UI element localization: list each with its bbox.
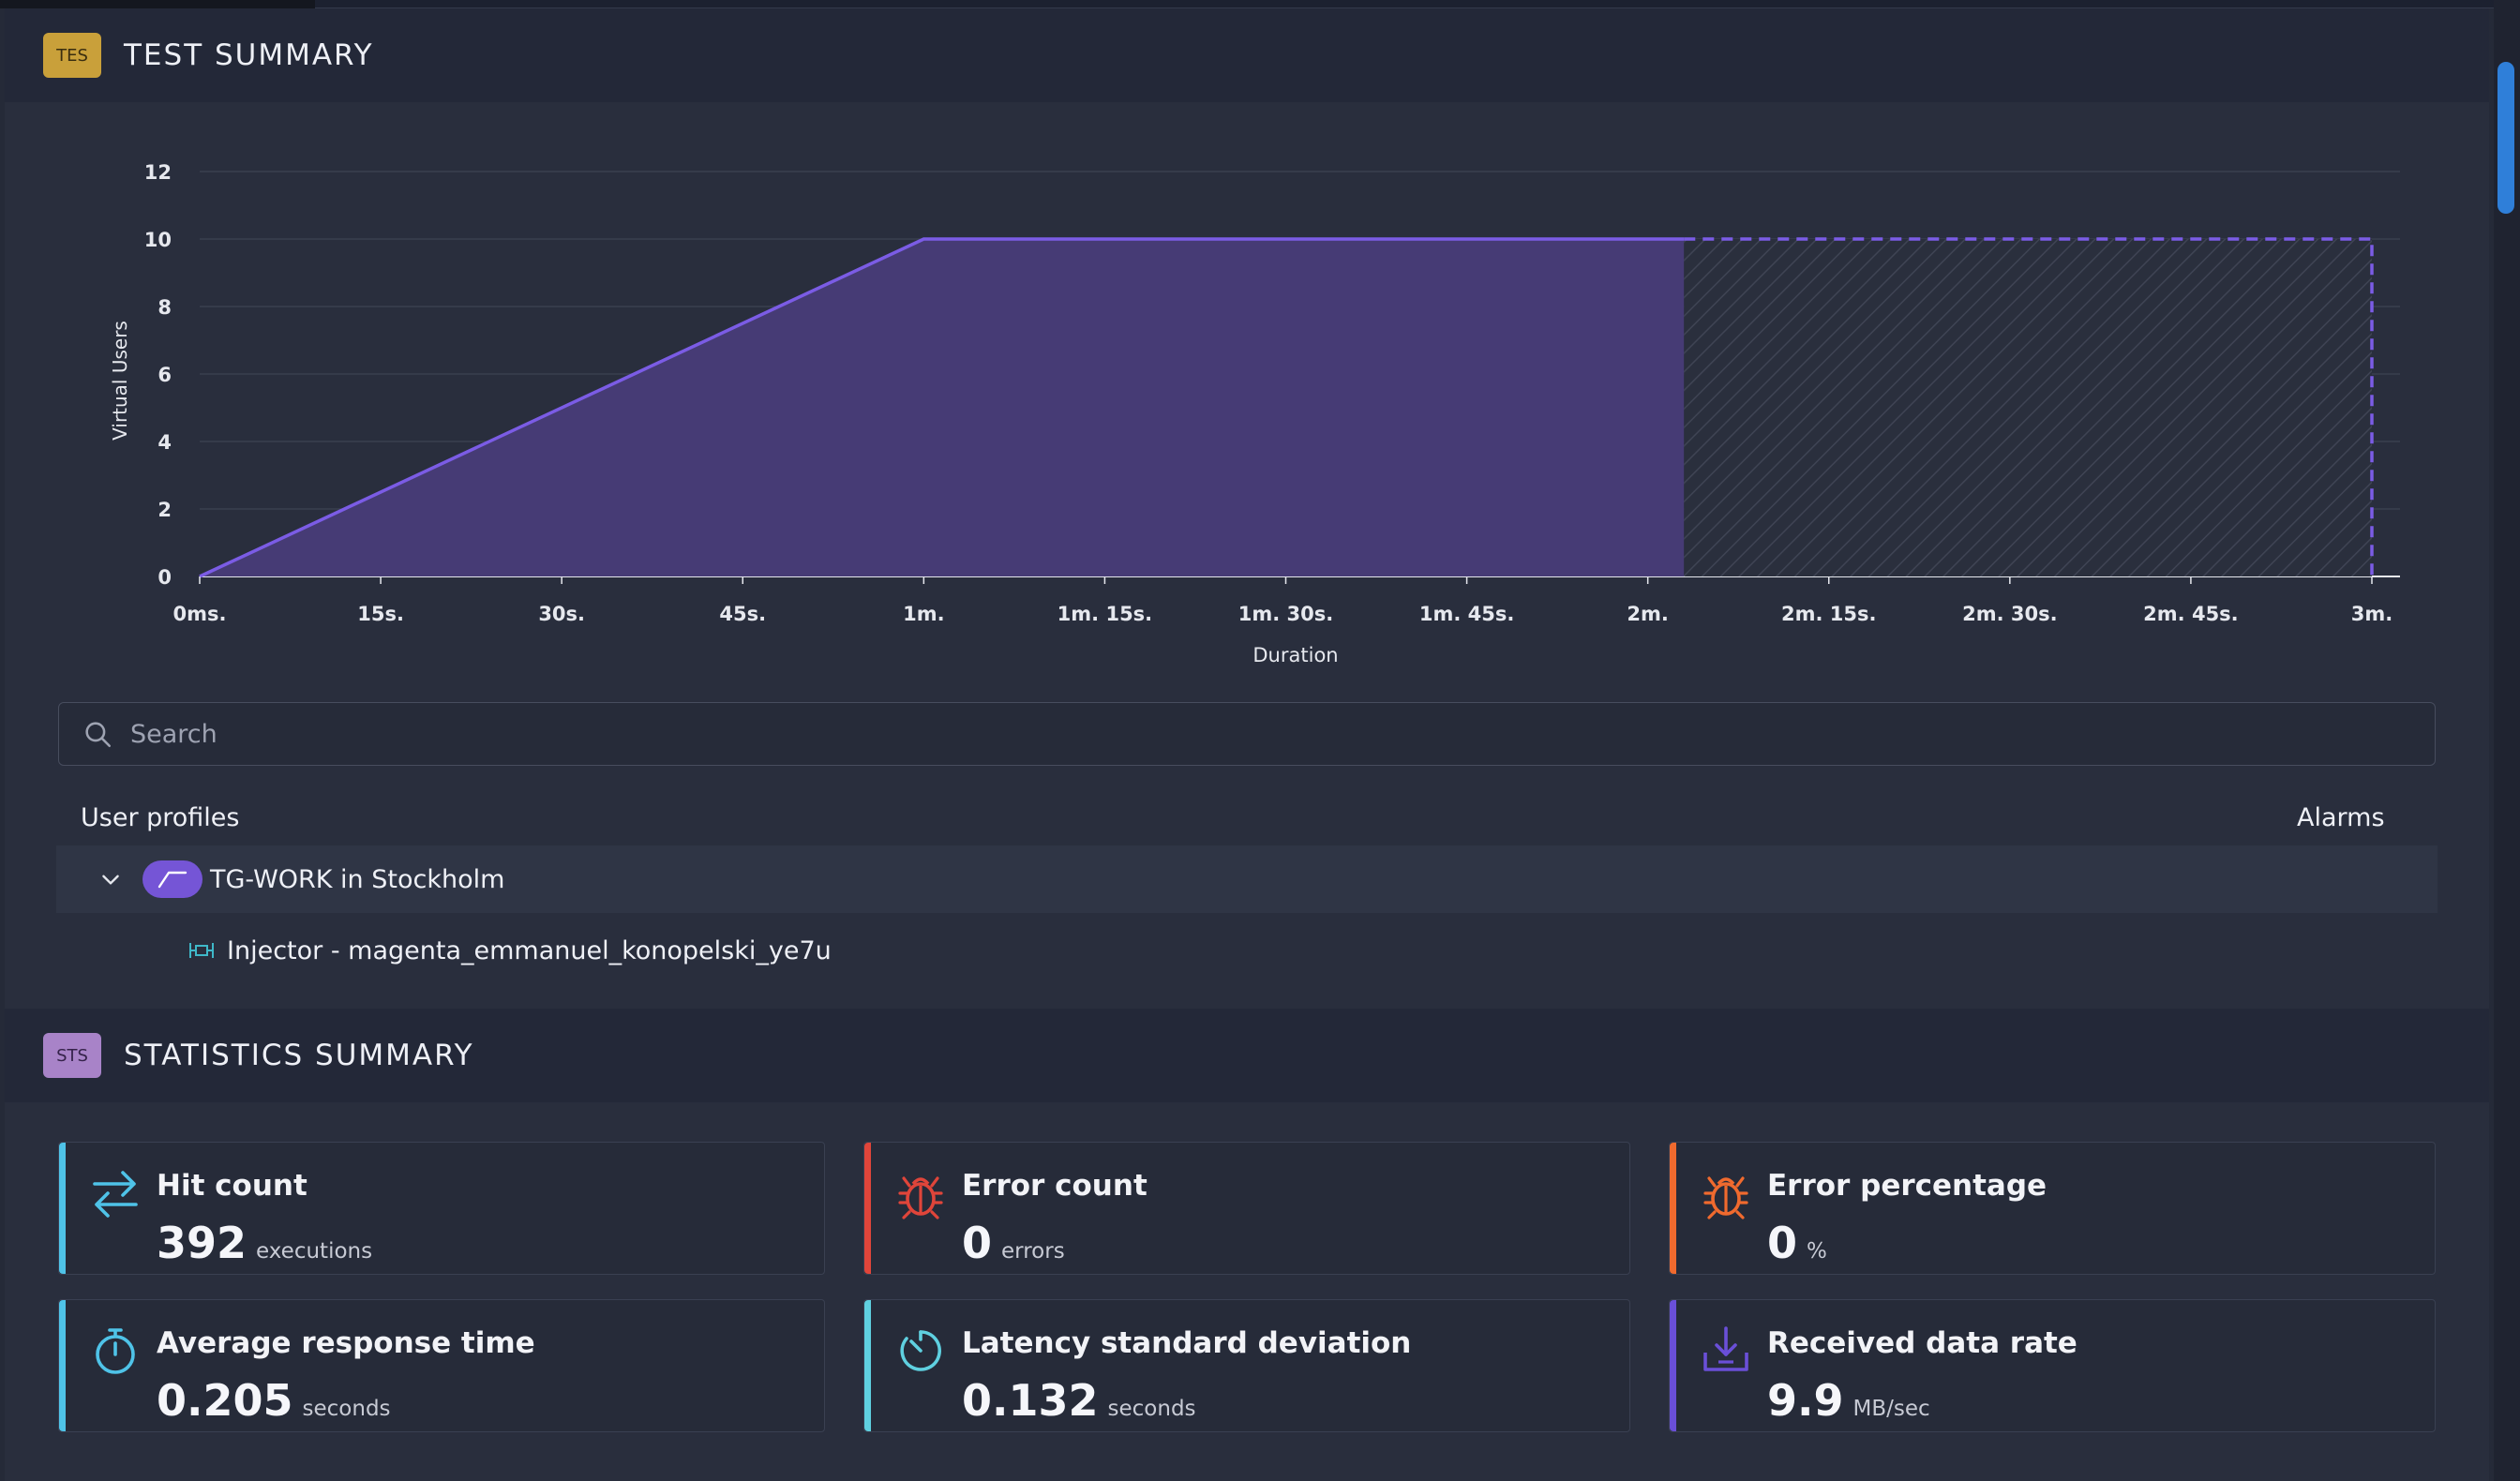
x-tick-label: 1m. 45s. <box>1419 603 1514 625</box>
search-input[interactable] <box>130 719 2380 749</box>
timer-icon <box>900 1330 941 1371</box>
card-number: 0 <box>1767 1218 1798 1268</box>
card-value: 0 errors <box>962 1218 1065 1268</box>
x-tick-label: 45s. <box>719 603 766 625</box>
virtual-users-line <box>199 237 1685 578</box>
stat-card-error-count: Error count 0 errors <box>863 1142 1630 1275</box>
y-tick-label: 10 <box>144 229 172 251</box>
scrollbar-track[interactable] <box>2494 0 2520 1481</box>
card-unit: seconds <box>302 1397 391 1421</box>
y-axis-label: Virtual Users <box>109 321 131 441</box>
card-number: 0.205 <box>157 1375 293 1426</box>
planned-line-dashed <box>1684 237 2374 576</box>
planned-area-hatched <box>1684 239 2372 576</box>
top-tab-strip <box>0 0 2494 8</box>
x-tick-label: 2m. 30s. <box>1962 603 2057 625</box>
stat-card-latency-standard-deviation: Latency standard deviation 0.132 seconds <box>863 1299 1630 1432</box>
statistics-summary-title: STATISTICS SUMMARY <box>124 1039 474 1072</box>
card-value: 0.205 seconds <box>157 1375 391 1426</box>
injector-name: Injector - magenta_emmanuel_konopelski_y… <box>227 935 832 965</box>
download-icon <box>1703 1326 1748 1371</box>
arrows-exchange-icon <box>93 1171 138 1218</box>
statistics-summary-badge: STS <box>43 1033 101 1078</box>
card-accent-bar <box>59 1300 66 1431</box>
test-summary-header: TES TEST SUMMARY <box>5 8 2489 102</box>
stat-card-hit-count: Hit count 392 executions <box>58 1142 825 1275</box>
bug-icon <box>1703 1176 1748 1219</box>
card-accent-bar <box>59 1143 66 1274</box>
x-tick-label: 3m. <box>2351 603 2392 625</box>
card-unit: % <box>1807 1239 1827 1264</box>
y-tick-label: 12 <box>144 161 172 184</box>
card-number: 0.132 <box>962 1375 1099 1426</box>
ramp-up-icon <box>158 871 188 889</box>
card-accent-bar <box>864 1300 871 1431</box>
y-tick-label: 2 <box>158 499 172 521</box>
card-value: 0.132 seconds <box>962 1375 1196 1426</box>
card-unit: errors <box>1001 1239 1065 1264</box>
alarms-column-header: Alarms <box>2297 803 2385 832</box>
card-unit: MB/sec <box>1852 1397 1930 1421</box>
chevron-down-icon[interactable] <box>98 867 123 891</box>
stat-card-received-data-rate: Received data rate 9.9 MB/sec <box>1669 1299 2436 1432</box>
card-accent-bar <box>864 1143 871 1274</box>
x-tick-label: 1m. <box>903 603 944 625</box>
card-unit: executions <box>256 1239 373 1264</box>
card-value: 0% <box>1767 1218 1827 1268</box>
y-tick-label: 0 <box>158 566 172 589</box>
card-label: Hit count <box>157 1169 308 1203</box>
x-tick-label: 1m. 15s. <box>1058 603 1152 625</box>
ramp-profile-icon <box>142 860 202 898</box>
search-bar[interactable] <box>58 702 2436 766</box>
card-value: 9.9 MB/sec <box>1767 1375 1930 1426</box>
virtual-users-area <box>200 239 1685 576</box>
x-tick-label: 2m. 45s. <box>2143 603 2238 625</box>
x-tick-label: 15s. <box>357 603 404 625</box>
x-tick-label: 2m. 15s. <box>1781 603 1876 625</box>
x-tick-label: 30s. <box>538 603 585 625</box>
card-accent-bar <box>1670 1300 1676 1431</box>
statistics-summary-header: STS STATISTICS SUMMARY <box>5 1009 2489 1102</box>
test-summary-badge: TES <box>43 33 101 78</box>
y-tick-label: 6 <box>158 364 172 386</box>
card-value: 392 executions <box>157 1218 372 1268</box>
stat-card-error-percentage: Error percentage 0% <box>1669 1142 2436 1275</box>
card-label: Latency standard deviation <box>962 1326 1412 1360</box>
card-number: 392 <box>157 1218 248 1268</box>
virtual-users-chart: 0 2 4 6 8 10 12 0ms. 15s. 30s. 45s. 1m. 1m. 15s. 1m. … <box>109 161 2400 666</box>
report-page: TES TEST SUMMARY 0 2 4 6 8 10 12 0ms. 15s. 30s. 45… <box>5 8 2489 1481</box>
card-unit: seconds <box>1107 1397 1196 1421</box>
user-profiles-column-header: User profiles <box>81 803 240 832</box>
card-accent-bar <box>1670 1143 1676 1274</box>
card-label: Received data rate <box>1767 1326 2078 1360</box>
test-summary-title: TEST SUMMARY <box>124 38 374 72</box>
y-tick-label: 4 <box>158 431 172 454</box>
y-tick-label: 8 <box>158 296 172 319</box>
injector-row[interactable]: Injector - magenta_emmanuel_konopelski_y… <box>188 932 832 969</box>
x-tick-label: 1m. 30s. <box>1238 603 1333 625</box>
x-tick-label: 0ms. <box>173 603 227 625</box>
card-number: 0 <box>962 1218 993 1268</box>
scrollbar-thumb[interactable] <box>2498 62 2514 214</box>
profile-group-name: TG-WORK in Stockholm <box>210 864 505 894</box>
bug-icon <box>898 1176 943 1219</box>
active-tab-segment <box>0 0 315 8</box>
x-axis-label: Duration <box>1252 644 1338 666</box>
card-label: Error percentage <box>1767 1169 2048 1203</box>
stat-card-average-response-time: Average response time 0.205 seconds <box>58 1299 825 1432</box>
user-profile-row[interactable]: TG-WORK in Stockholm <box>56 845 2438 913</box>
injector-icon <box>189 943 214 958</box>
search-icon <box>85 722 112 748</box>
card-label: Average response time <box>157 1326 535 1360</box>
card-label: Error count <box>962 1169 1148 1203</box>
stopwatch-icon <box>96 1328 135 1374</box>
card-number: 9.9 <box>1767 1375 1844 1426</box>
x-tick-label: 2m. <box>1627 603 1668 625</box>
